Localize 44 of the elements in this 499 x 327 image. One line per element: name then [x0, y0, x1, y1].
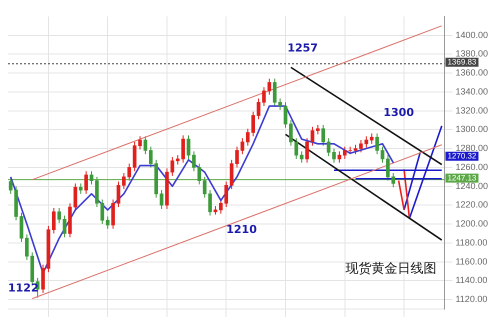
y-tick-label: 1220.00: [455, 200, 488, 210]
y-tick-label: 1280.00: [455, 143, 488, 154]
candlestick: [176, 154, 180, 166]
candlestick: [78, 182, 83, 194]
candlestick: [52, 208, 56, 234]
candlestick: [321, 124, 326, 146]
text: 1270.32: [447, 151, 477, 160]
candlestick: [272, 78, 277, 107]
candlestick: [148, 146, 153, 168]
candlestick: [370, 132, 374, 144]
y-tick-label: 1140.00: [455, 275, 488, 286]
candlestick: [300, 150, 304, 164]
candlestick: [294, 138, 298, 160]
y-tick-label: 1380.00: [455, 48, 488, 59]
candlestick: [106, 216, 110, 230]
y-tick-label: 1240.00: [455, 180, 488, 191]
candlestick: [100, 199, 104, 225]
y-tick-label: 1160.00: [455, 256, 488, 266]
candlestick: [144, 136, 148, 155]
candlestick: [338, 150, 342, 164]
y-tick-label: 1400.00: [455, 30, 488, 40]
y-tick-label: 1200.00: [455, 218, 488, 229]
y-tick-label: 1120.00: [455, 294, 488, 304]
candlestick: [8, 177, 13, 194]
y-tick-label: 1180.00: [455, 237, 488, 248]
candlestick: [197, 163, 202, 185]
candlestick: [391, 172, 396, 188]
candlestick: [246, 128, 250, 146]
annotation: 1210: [226, 222, 258, 236]
candlestick: [224, 181, 228, 208]
candlestick: [342, 146, 347, 160]
candlestick: [127, 163, 132, 182]
annotation: 1300: [383, 106, 414, 119]
y-tick-label: 1360.00: [455, 68, 488, 78]
y-tick-label: 1260.00: [455, 162, 488, 172]
annotation: 1257: [287, 41, 318, 54]
y-tick-label: 1320.00: [455, 105, 488, 116]
candlestick: [181, 134, 185, 164]
y-tick-label: 1340.00: [455, 86, 488, 96]
ref-line-label: 1247.13: [447, 173, 477, 182]
candlestick: [84, 170, 88, 194]
ref-line-label: 1369.83: [447, 57, 477, 66]
text: 现货黄金日线图: [345, 261, 436, 276]
y-tick-label: 1300.00: [455, 124, 488, 134]
